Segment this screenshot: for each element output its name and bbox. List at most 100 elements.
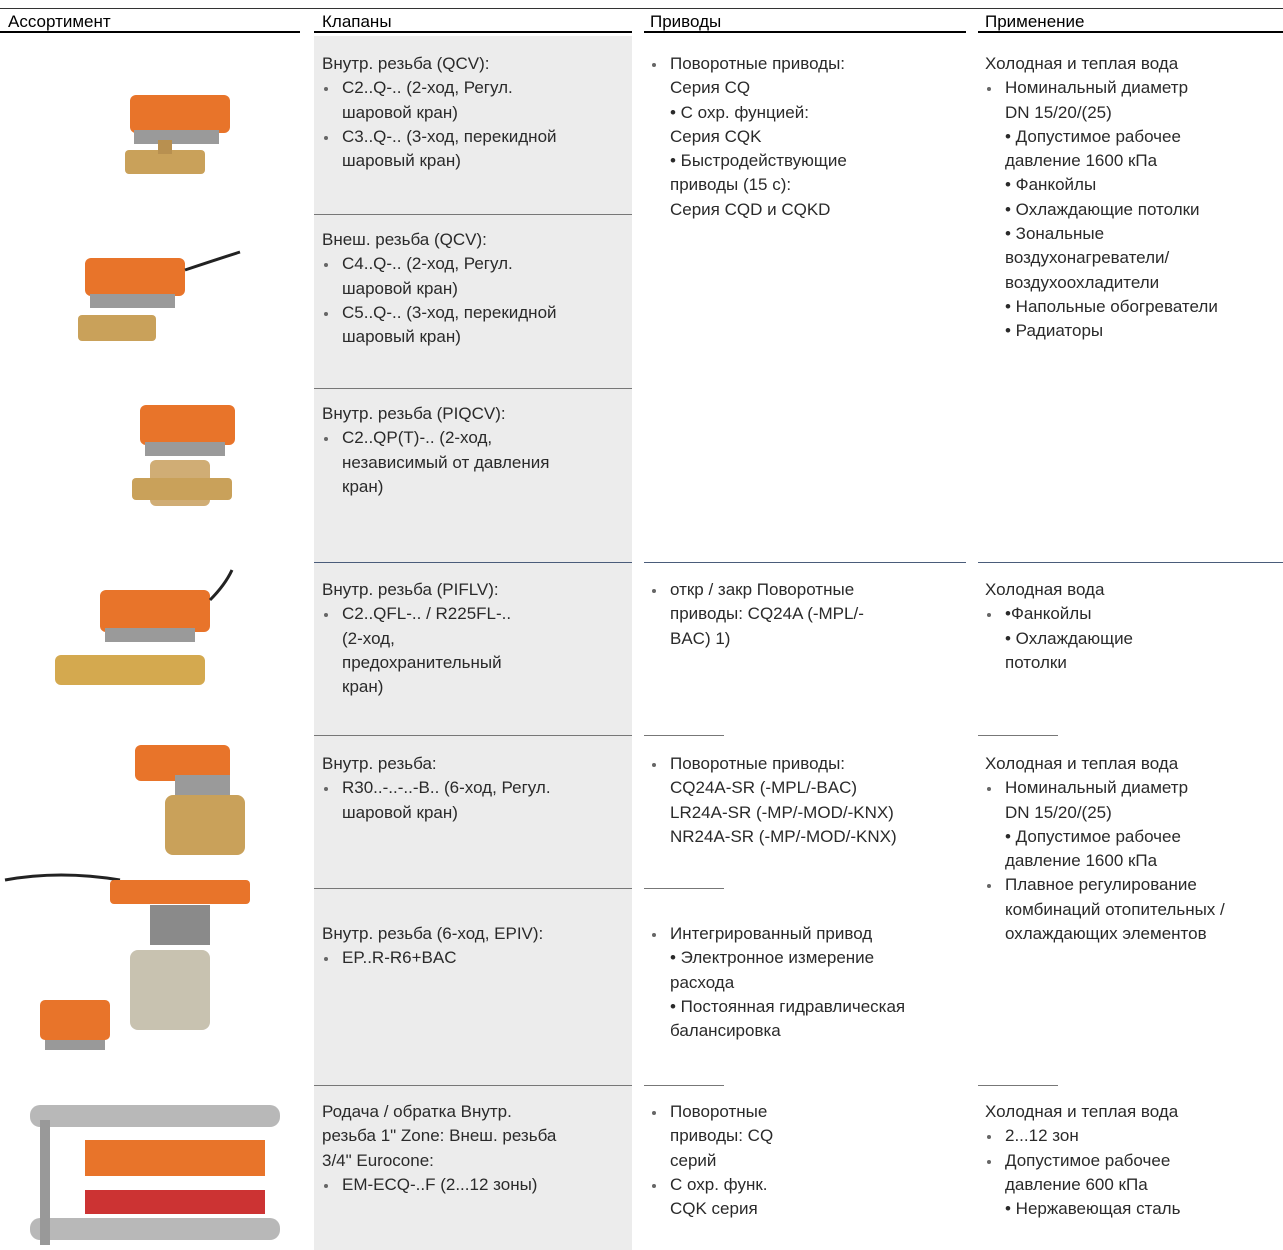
bullet bbox=[652, 1183, 656, 1188]
cell-text: Внутр. резьба (6-ход, EPIV): EP..R-R6+BAC bbox=[322, 922, 543, 971]
text-line: серий bbox=[670, 1150, 717, 1170]
row-separator bbox=[314, 1085, 632, 1086]
text-line: C4..Q-.. (2-ход, Регул. bbox=[322, 252, 557, 276]
text-line: потолки bbox=[1005, 652, 1067, 672]
text-line: балансировка bbox=[670, 1021, 781, 1041]
text-line: NR24A-SR (-MP/-MOD/-KNX) bbox=[670, 826, 897, 846]
text-line: Внутр. резьба (PIFLV): bbox=[322, 580, 499, 599]
text-line: Внутр. резьба (PIQCV): bbox=[322, 404, 506, 423]
valve-column-bg bbox=[314, 36, 632, 1250]
cell-text: откр / закр Поворотные приводы: CQ24A (-M… bbox=[650, 578, 864, 651]
text-line: шаровой кран) bbox=[342, 278, 458, 298]
bullet bbox=[987, 1135, 991, 1140]
row-separator bbox=[314, 735, 632, 736]
text-line: Холодная и теплая вода bbox=[985, 54, 1179, 73]
text-line: • Допустимое рабочее bbox=[1005, 826, 1181, 846]
text-line: расхода bbox=[670, 972, 735, 992]
bullet bbox=[987, 884, 991, 889]
text-line: Поворотные bbox=[650, 1100, 773, 1124]
bullet bbox=[324, 437, 328, 442]
text-line: • Охлаждающие потолки bbox=[1005, 199, 1200, 219]
bullet bbox=[324, 957, 328, 962]
text-line: • Постоянная гидравлическая bbox=[670, 996, 906, 1016]
text-line: Номинальный диаметр bbox=[985, 76, 1218, 100]
text-line: C3..Q-.. (3-ход, перекидной bbox=[322, 125, 557, 149]
text-line: воздухонагреватели/ bbox=[1005, 248, 1170, 268]
cell-text: Родача / обратка Внутр. резьба 1" Zone: В… bbox=[322, 1100, 556, 1197]
text-line: Серия CQK bbox=[670, 126, 762, 146]
text-line: • Охлаждающие bbox=[1005, 628, 1134, 648]
row-separator bbox=[314, 888, 632, 889]
text-line: Внеш. резьба (QCV): bbox=[322, 230, 487, 249]
cell-text: Поворотные приводы: CQ24A-SR (-MPL/-BAC) L… bbox=[650, 752, 897, 849]
bullet bbox=[987, 613, 991, 618]
cell-text: Внутр. резьба (QCV): C2..Q-.. (2-ход, Рег… bbox=[322, 52, 557, 173]
row-separator bbox=[314, 388, 632, 389]
top-rule bbox=[0, 8, 1283, 9]
text-line: приводы (15 с): bbox=[670, 175, 792, 195]
text-line: шаровый кран) bbox=[342, 151, 461, 171]
text-line: DN 15/20/(25) bbox=[1005, 102, 1112, 122]
bullet bbox=[324, 311, 328, 316]
bullet bbox=[324, 613, 328, 618]
text-line: R30..-..-..-B.. (6-ход, Регул. bbox=[322, 776, 551, 800]
text-line: давление 600 кПа bbox=[1005, 1174, 1148, 1194]
valve-image bbox=[132, 405, 235, 506]
bullet bbox=[324, 87, 328, 92]
text-line: С охр. функ. bbox=[650, 1173, 773, 1197]
bullet bbox=[987, 87, 991, 92]
bullet bbox=[324, 135, 328, 140]
text-line: Внутр. резьба: bbox=[322, 754, 437, 773]
text-line: Допустимое рабочее bbox=[985, 1149, 1180, 1173]
text-line: • Радиаторы bbox=[1005, 321, 1104, 341]
text-line: • Нержавеющая сталь bbox=[1005, 1199, 1181, 1219]
cell-text: Внеш. резьба (QCV): C4..Q-.. (2-ход, Регу… bbox=[322, 228, 557, 349]
text-line: BAC) 1) bbox=[670, 628, 731, 648]
text-line: • С охр. фунцией: bbox=[670, 102, 809, 122]
bullet bbox=[652, 589, 656, 593]
valve-image bbox=[78, 250, 241, 341]
bullet bbox=[324, 263, 328, 268]
manifold-image bbox=[30, 1105, 280, 1245]
product-images bbox=[4, 95, 280, 1245]
cell-text: Внутр. резьба (PIFLV): C2..QFL-.. / R225F… bbox=[322, 578, 511, 699]
row-separator bbox=[978, 735, 1058, 736]
text-line: давление 1600 кПа bbox=[1005, 851, 1158, 871]
column-header: Ассортимент bbox=[8, 12, 111, 31]
cell-text: Внутр. резьба: R30..-..-..-B.. (6-ход, Ре… bbox=[322, 752, 551, 825]
text-line: • Зональные bbox=[1005, 224, 1105, 244]
text-line: Поворотные приводы: bbox=[650, 752, 897, 776]
cell-text: Поворотные приводы: CQ серий С охр. функ. CQ… bbox=[650, 1100, 773, 1221]
text-line: Поворотные приводы: bbox=[650, 52, 847, 76]
header-underline bbox=[978, 31, 1283, 33]
text-line: предохранительный bbox=[342, 652, 502, 672]
header-underline bbox=[644, 31, 966, 33]
text-line: шаровой кран) bbox=[342, 102, 458, 122]
bullet bbox=[652, 63, 656, 67]
text-line: C2..Q-.. (2-ход, Регул. bbox=[322, 76, 557, 100]
cell-text: Холодная и теплая вода Номинальный диамет… bbox=[985, 52, 1218, 344]
row-separator bbox=[978, 1085, 1058, 1086]
text-line: воздухоохладители bbox=[1005, 272, 1160, 292]
text-line: EP..R-R6+BAC bbox=[322, 946, 543, 970]
valve-image bbox=[55, 569, 234, 685]
text-line: 2...12 зон bbox=[985, 1124, 1180, 1148]
text-line: CQK серия bbox=[670, 1199, 758, 1219]
text-line: Холодная вода bbox=[985, 580, 1105, 599]
text-line: Холодная и теплая вода bbox=[985, 754, 1179, 773]
text-line: откр / закр Поворотные bbox=[650, 578, 864, 602]
text-line: •Фанкойлы bbox=[985, 602, 1133, 626]
valve-image bbox=[135, 745, 245, 855]
text-line: приводы: CQ24A (-MPL/- bbox=[670, 604, 864, 624]
text-line: Серия CQD и CQKD bbox=[670, 199, 831, 219]
column-header: Клапаны bbox=[322, 12, 392, 31]
text-line: • Допустимое рабочее bbox=[1005, 126, 1181, 146]
text-line: Родача / обратка Внутр. bbox=[322, 1102, 512, 1121]
text-line: давление 1600 кПа bbox=[1005, 151, 1158, 171]
valve-image bbox=[4, 873, 250, 1050]
text-line: EM-ECQ-..F (2...12 зоны) bbox=[322, 1173, 556, 1197]
text-line: Номинальный диаметр bbox=[985, 776, 1225, 800]
text-line: Внутр. резьба (QCV): bbox=[322, 54, 490, 73]
cell-text: Поворотные приводы: Серия CQ • С охр. фунц… bbox=[650, 52, 847, 222]
text-line: DN 15/20/(25) bbox=[1005, 802, 1112, 822]
